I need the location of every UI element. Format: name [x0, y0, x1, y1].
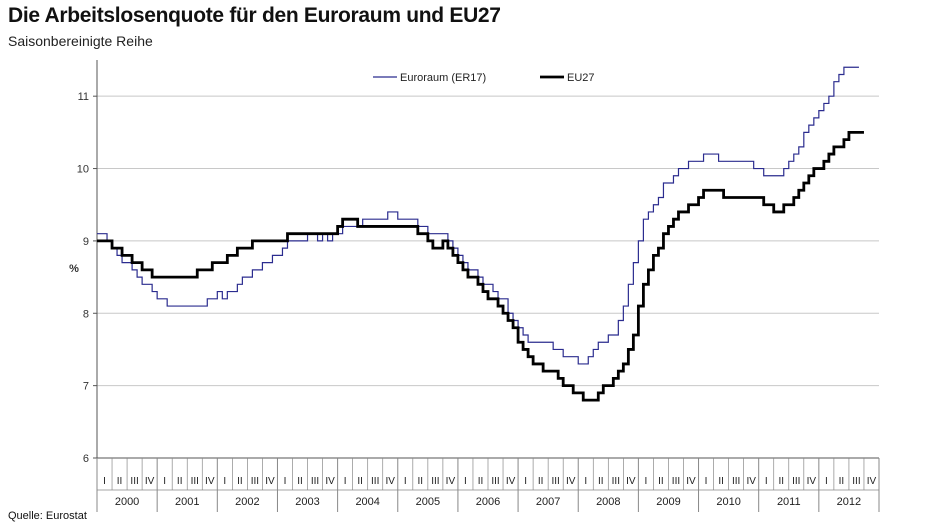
quarter-label: II: [478, 476, 484, 487]
quarter-label: III: [672, 476, 680, 487]
quarter-label: III: [130, 476, 138, 487]
quarter-label: I: [584, 476, 587, 487]
quarter-label: I: [344, 476, 347, 487]
year-label: 2005: [416, 496, 440, 508]
quarter-label: I: [284, 476, 287, 487]
quarter-label: III: [251, 476, 259, 487]
chart-subtitle: Saisonbereinigte Reihe: [8, 33, 153, 49]
quarter-label: I: [464, 476, 467, 487]
quarter-label: II: [297, 476, 303, 487]
legend-item-eu27: EU27: [540, 72, 595, 84]
quarter-label: II: [598, 476, 604, 487]
year-label: 2012: [837, 496, 861, 508]
quarter-label: III: [311, 476, 319, 487]
quarter-label: III: [612, 476, 620, 487]
quarter-label: III: [552, 476, 560, 487]
quarter-label: II: [538, 476, 544, 487]
year-label: 2001: [175, 496, 199, 508]
quarter-label: IV: [746, 476, 756, 487]
quarter-label: II: [357, 476, 363, 487]
quarter-label: IV: [867, 476, 877, 487]
series-line-euroraum: [97, 66, 859, 365]
y-tick-label: 7: [83, 381, 89, 393]
quarter-label: I: [645, 476, 648, 487]
quarter-label: I: [524, 476, 527, 487]
series-lines: [97, 66, 864, 402]
year-label: 2008: [596, 496, 620, 508]
quarter-label: II: [117, 476, 123, 487]
quarter-label: II: [778, 476, 784, 487]
year-label: 2009: [656, 496, 680, 508]
quarter-label: IV: [566, 476, 576, 487]
year-label: 2003: [295, 496, 319, 508]
legend-label: Euroraum (ER17): [400, 72, 486, 84]
quarter-label: III: [491, 476, 499, 487]
year-label: 2011: [777, 496, 801, 508]
quarter-label: II: [237, 476, 243, 487]
year-label: 2000: [115, 496, 139, 508]
quarter-label: II: [177, 476, 183, 487]
quarter-label: III: [732, 476, 740, 487]
y-tick-label: 10: [77, 164, 89, 176]
quarter-label: IV: [265, 476, 275, 487]
y-tick-label: 8: [83, 308, 89, 320]
year-label: 2006: [476, 496, 500, 508]
quarter-label: IV: [807, 476, 817, 487]
quarter-label: IV: [386, 476, 396, 487]
quarter-label: IV: [626, 476, 636, 487]
quarter-label: II: [418, 476, 424, 487]
year-label: 2007: [536, 496, 560, 508]
legend-item-euroraum: Euroraum (ER17): [373, 72, 486, 84]
legend: Euroraum (ER17) EU27: [373, 72, 595, 84]
quarter-label: IV: [145, 476, 155, 487]
quarter-label: I: [163, 476, 166, 487]
y-tick-label: 9: [83, 236, 89, 248]
year-label: 2002: [235, 496, 259, 508]
quarter-label: I: [825, 476, 828, 487]
quarter-label: IV: [446, 476, 456, 487]
y-axis: 6 7 8 9 10 11%: [69, 60, 98, 465]
quarter-label: IV: [506, 476, 516, 487]
quarter-label: IV: [686, 476, 696, 487]
legend-label: EU27: [567, 72, 595, 84]
quarter-label: I: [705, 476, 708, 487]
quarter-label: II: [718, 476, 724, 487]
quarter-label: II: [658, 476, 664, 487]
y-tick-label: 6: [83, 453, 89, 465]
quarter-label: I: [765, 476, 768, 487]
quarter-label: III: [792, 476, 800, 487]
quarter-label: IV: [205, 476, 215, 487]
year-label: 2010: [716, 496, 740, 508]
quarter-label: I: [103, 476, 106, 487]
quarter-label: III: [371, 476, 379, 487]
quarter-label: IV: [325, 476, 335, 487]
series-line-eu27: [97, 130, 864, 402]
y-axis-label: %: [69, 263, 79, 275]
quarter-label: III: [431, 476, 439, 487]
year-label: 2004: [355, 496, 379, 508]
source-note: Quelle: Eurostat: [8, 510, 87, 522]
x-axis: I II III IV I II III IV I II III IV I II III IV I II III IV…: [96, 457, 880, 512]
chart-title: Die Arbeitslosenquote für den Euroraum u…: [8, 4, 501, 27]
quarter-label: III: [852, 476, 860, 487]
y-tick-label: 11: [78, 91, 89, 103]
gridlines: [97, 95, 879, 387]
quarter-label: I: [404, 476, 407, 487]
quarter-label: III: [191, 476, 199, 487]
quarter-label: I: [223, 476, 226, 487]
quarter-label: II: [839, 476, 845, 487]
